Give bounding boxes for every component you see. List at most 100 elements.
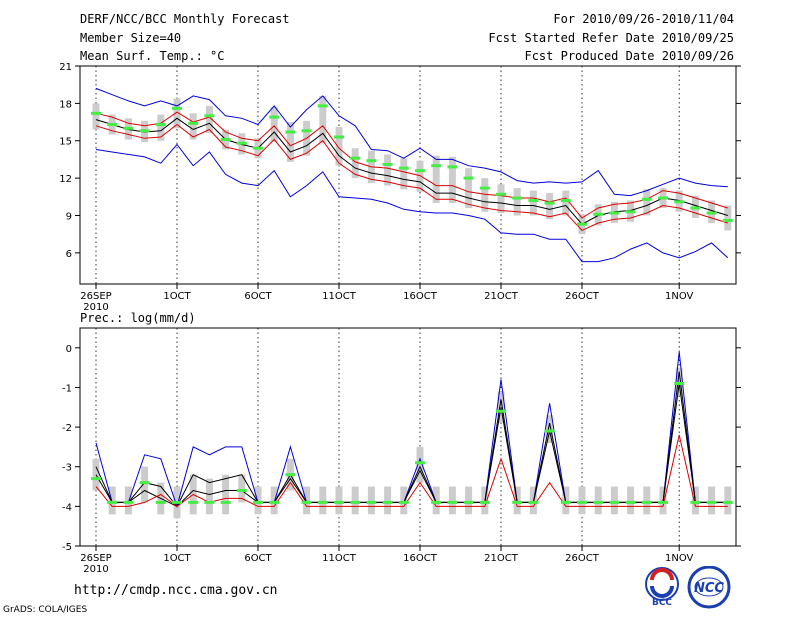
temp-spread-box (384, 154, 392, 186)
temp-series-min (95, 143, 729, 263)
precip-spread-box (432, 486, 440, 515)
temp-spread-box (173, 98, 181, 129)
precip-spread-box (205, 478, 213, 515)
precip-x-tick-label: 26OCT (565, 553, 600, 564)
precip-spread-box (546, 415, 554, 443)
precip-spread-box (319, 486, 327, 515)
ncc-logo-text: NCC (694, 581, 724, 596)
precip-spread-box (708, 486, 716, 515)
temp-spread-box (546, 193, 554, 220)
precip-x-tick-label: 6OCT (244, 553, 272, 564)
temp-y-tick-label: 6 (66, 249, 72, 260)
precip-spread-box (92, 458, 100, 491)
temp-x-tick-label: 6OCT (244, 291, 272, 302)
start-date: Fcst Started Refer Date 2010/09/25 (488, 31, 734, 45)
temp-x-tick-label: 21OCT (484, 291, 519, 302)
temp-spread-box (205, 105, 213, 134)
temp-series-mean (95, 117, 728, 225)
temp-chart: 26SEP 1OCT 6OCT 11OCT 16OCT 21OCT 26OCT 1NOV 201… (59, 62, 741, 313)
precip-y-tick-label: 0 (66, 344, 72, 355)
precip-spread-box (141, 466, 149, 503)
precip-spread-box (384, 486, 392, 515)
temp-spread-box (448, 156, 456, 204)
temp-series-lower (95, 123, 728, 232)
precip-spread-box (367, 486, 375, 515)
precip-spread-box (578, 486, 586, 515)
temp-spread-box (286, 122, 294, 162)
precip-x-tick-label: 21OCT (484, 553, 519, 564)
temp-y-tick-label: 9 (66, 211, 72, 222)
precip-series-mean (95, 383, 728, 508)
temp-spread-box (319, 95, 327, 144)
temp-x-year-label: 2010 (83, 302, 108, 313)
precip-spread-box (351, 486, 359, 515)
precip-spread-box (724, 486, 732, 515)
ncc-logo-globe (694, 577, 724, 597)
temp-spread-box (270, 107, 278, 142)
precip-spread-box (400, 486, 408, 515)
precip-x-tick-label: 1NOV (665, 553, 694, 564)
precip-x-year-label: 2010 (83, 564, 108, 575)
precip-y-tick-label: -5 (62, 542, 72, 553)
temp-y-tick-label: 12 (59, 174, 72, 185)
precip-spread-box (610, 486, 618, 515)
chart-title: DERF/NCC/BCC Monthly Forecast (80, 12, 290, 26)
temp-spread-box (416, 160, 424, 192)
precip-title: Prec.: log(mm/d) (80, 311, 196, 325)
precip-y-tick-label: -2 (62, 423, 72, 434)
temp-y-tick-label: 21 (59, 62, 72, 73)
grads-credit: GrADS: COLA/IGES (3, 605, 88, 615)
precip-x-tick-label: 26SEP (80, 553, 111, 564)
precip-series-low (95, 434, 728, 508)
temp-spread-box (529, 190, 537, 216)
temp-x-tick-label: 16OCT (403, 291, 438, 302)
charts-canvas: 26SEP 1OCT 6OCT 11OCT 16OCT 21OCT 26OCT 1NOV 201… (59, 62, 741, 575)
footer-url[interactable]: http://cmdp.ncc.cma.gov.cn (74, 583, 278, 598)
temp-frame (79, 65, 737, 285)
temp-x-tick-label: 11OCT (322, 291, 357, 302)
temp-spread-box (481, 178, 489, 212)
temp-x-tick-label: 1OCT (163, 291, 191, 302)
temp-x-tick-label: 1NOV (665, 291, 694, 302)
temp-spread-box (513, 188, 521, 216)
precip-spread-box (303, 486, 311, 515)
precip-chart: 26SEP 1OCT 6OCT 11OCT 16OCT 21OCT 26OCT 1NOV 201… (62, 327, 741, 575)
precip-y-tick-label: -4 (62, 502, 72, 513)
temp-spread-box (465, 168, 473, 209)
precip-spread-box (627, 486, 635, 515)
member-size: Member Size=40 (80, 31, 182, 45)
temp-spread-box (335, 127, 343, 166)
temp-spread-box (157, 114, 165, 141)
precip-spread-box (124, 486, 132, 515)
precip-x-tick-label: 11OCT (322, 553, 357, 564)
precip-x-tick-label: 16OCT (403, 553, 438, 564)
bcc-logo-text: BCC (652, 598, 672, 606)
precip-spread-box (335, 486, 343, 515)
temp-spread-box (562, 190, 570, 216)
temp-y-tick-label: 15 (59, 137, 72, 148)
temp-y-tick-label: 18 (59, 99, 72, 110)
precip-spread-box (238, 474, 246, 503)
temp-series-upper (95, 111, 728, 219)
produced-date: Fcst Produced Date 2010/09/26 (524, 49, 734, 63)
precip-y-tick-label: -3 (62, 463, 72, 474)
temp-spread-box (643, 189, 651, 216)
temp-series-max (95, 87, 728, 197)
bcc-logo-arc-blue (650, 585, 674, 598)
precip-spread-box (448, 486, 456, 515)
temp-spread-box (432, 155, 440, 204)
precip-spread-box (465, 486, 473, 515)
ncc-logo-ring (687, 566, 731, 609)
precip-spread-box (675, 367, 683, 396)
precip-spread-box (222, 474, 230, 515)
precip-spread-box (594, 486, 602, 515)
precip-y-tick-label: -1 (62, 383, 72, 394)
precip-spread-box (108, 486, 116, 515)
variable-label: Mean Surf. Temp.: °C (80, 49, 225, 63)
bcc-logo: BCC (645, 567, 679, 606)
temp-spread-box (400, 158, 408, 190)
temp-spread-box (92, 103, 100, 130)
forecast-period: For 2010/09/26-2010/11/04 (553, 12, 734, 26)
precip-spread-box (416, 446, 424, 483)
precip-spread-box (270, 486, 278, 515)
